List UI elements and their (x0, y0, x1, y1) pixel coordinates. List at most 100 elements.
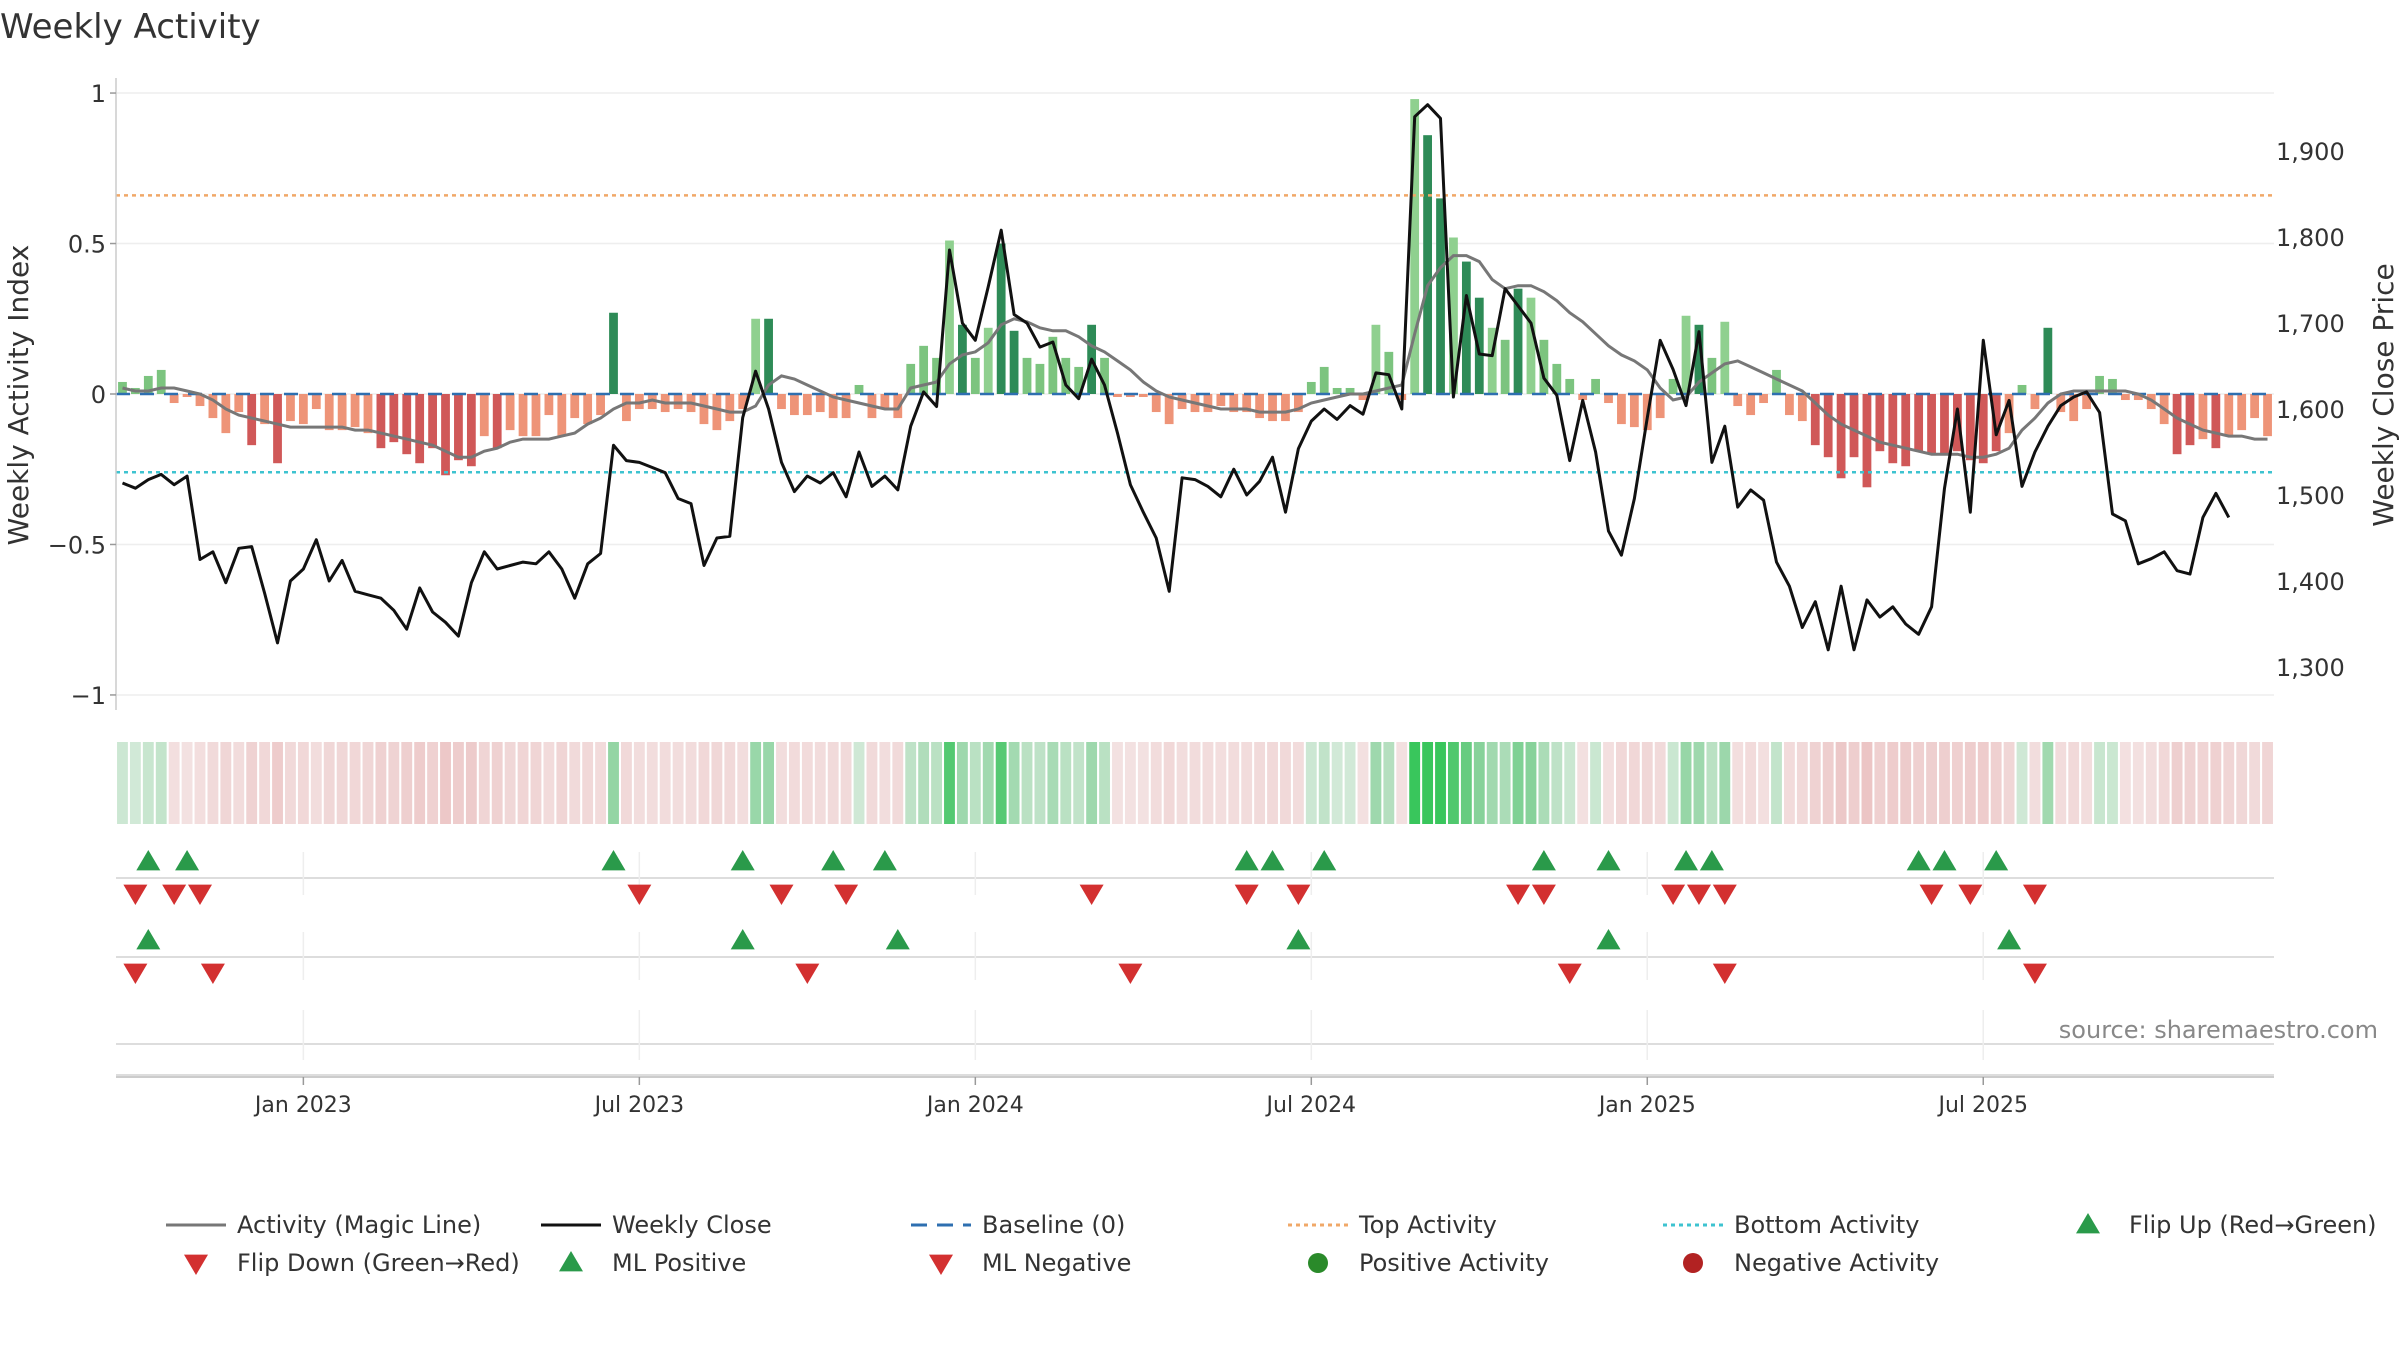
heat-cell-101 (1422, 742, 1434, 824)
activity-bar-159 (2172, 394, 2182, 455)
activity-bar-76 (1100, 357, 1109, 394)
y-right-tick-label-1: 1,800 (2276, 224, 2345, 252)
heat-cell-87 (1241, 742, 1253, 824)
activity-bar-148 (2030, 394, 2040, 410)
flip-up-marker-5 (872, 850, 897, 871)
heat-cell-69 (1008, 742, 1020, 824)
legend-item-8: ML Negative (929, 1249, 1131, 1277)
heat-cell-158 (2158, 742, 2170, 824)
activity-bar-133 (1836, 394, 1846, 479)
activity-bar-2 (143, 375, 153, 394)
heat-cell-28 (478, 742, 490, 824)
heat-cell-85 (1215, 742, 1227, 824)
heat-cell-7 (207, 742, 219, 824)
activity-bar-102 (1436, 198, 1445, 394)
activity-bar-93 (1319, 366, 1329, 394)
legend-label-3: Top Activity (1358, 1211, 1497, 1239)
heat-cell-22 (401, 742, 413, 824)
heat-cell-147 (2016, 742, 2028, 824)
chart-lines (116, 103, 2274, 652)
flip-down-marker-10 (1531, 884, 1556, 905)
heat-cell-10 (246, 742, 258, 824)
heat-cell-117 (1628, 742, 1640, 824)
activity-bar-49 (751, 318, 761, 394)
x-tick-label-3: Jul 2024 (1265, 1093, 1357, 1118)
heat-cell-55 (827, 742, 839, 824)
heat-cell-103 (1448, 742, 1459, 824)
activity-bar-69 (1009, 330, 1019, 394)
activity-bar-54 (815, 394, 825, 413)
ml-positive-marker-0 (136, 929, 161, 950)
heat-cell-30 (504, 742, 516, 824)
legend-item-1: Weekly Close (541, 1211, 772, 1239)
heat-cell-126 (1745, 742, 1757, 824)
heat-cell-42 (659, 742, 671, 824)
activity-bar-16 (324, 394, 334, 431)
flip-up-marker-12 (1699, 850, 1724, 871)
activity-bar-119 (1655, 394, 1665, 419)
legend-swatch-5 (2076, 1213, 2100, 1234)
ml-negative-marker-6 (2022, 963, 2047, 984)
activity-heat-strip (117, 742, 2273, 824)
activity-bar-116 (1617, 394, 1626, 425)
heat-cell-94 (1331, 742, 1343, 824)
activity-bar-117 (1629, 394, 1639, 428)
legend-label-4: Bottom Activity (1734, 1211, 1919, 1239)
heat-cell-21 (388, 742, 400, 824)
activity-bar-165 (2250, 394, 2260, 419)
x-tick-label-2: Jan 2024 (925, 1093, 1024, 1118)
heat-cell-8 (220, 742, 232, 824)
activity-bar-107 (1500, 339, 1510, 394)
heat-cell-151 (2068, 742, 2080, 824)
heat-cell-90 (1280, 742, 1291, 824)
activity-bar-125 (1733, 394, 1743, 407)
activity-bar-15 (311, 394, 321, 410)
activity-bar-31 (518, 394, 528, 437)
heat-cell-66 (969, 742, 981, 824)
activity-bar-32 (531, 394, 541, 437)
heat-cell-138 (1900, 742, 1912, 824)
activity-bar-71 (1035, 363, 1045, 394)
heat-cell-41 (646, 742, 658, 824)
activity-bar-6 (195, 394, 205, 407)
heat-cell-36 (582, 742, 594, 824)
heat-cell-78 (1124, 742, 1136, 824)
activity-bar-91 (1293, 394, 1303, 413)
flip-down-marker-6 (1079, 884, 1104, 905)
activity-bar-96 (1358, 394, 1368, 401)
axes: 1 0.5 0 −0.5 −1 1,900 1,800 1,700 1,600 1,500 1,40… (48, 78, 2345, 710)
legend-label-10: Negative Activity (1734, 1249, 1939, 1277)
activity-bar-20 (376, 394, 386, 449)
x-tick-label-1: Jul 2023 (593, 1093, 685, 1118)
activity-bar-39 (622, 394, 631, 422)
magic-line (122, 254, 2268, 459)
y-left-tick-label-3: −0.5 (48, 531, 106, 559)
heat-cell-53 (801, 742, 813, 824)
activity-bar-126 (1746, 394, 1756, 416)
heat-cell-80 (1150, 742, 1162, 824)
activity-bar-145 (1991, 394, 2001, 452)
heat-cell-130 (1796, 742, 1808, 824)
heat-cell-5 (181, 742, 193, 824)
heat-cell-96 (1357, 742, 1369, 824)
heat-cell-128 (1771, 742, 1782, 824)
heat-cell-136 (1874, 742, 1886, 824)
flip-up-marker-7 (1260, 850, 1285, 871)
heat-cell-11 (259, 742, 271, 824)
heat-cell-164 (2236, 742, 2248, 824)
x-tick-label-4: Jan 2025 (1597, 1093, 1696, 1118)
flip-marker-strips (116, 850, 2274, 1076)
heat-cell-129 (1783, 742, 1795, 824)
activity-bar-163 (2224, 394, 2234, 437)
heat-cell-71 (1034, 742, 1046, 824)
activity-bar-112 (1565, 378, 1575, 394)
x-tick-label-0: Jan 2023 (253, 1093, 352, 1118)
activity-bar-135 (1862, 394, 1872, 488)
flip-down-marker-3 (627, 884, 652, 905)
heat-cell-110 (1538, 742, 1550, 824)
heat-cell-153 (2094, 742, 2105, 824)
flip-down-marker-7 (1234, 884, 1259, 905)
activity-bar-14 (298, 394, 308, 425)
ml-positive-marker-5 (1997, 929, 2022, 950)
